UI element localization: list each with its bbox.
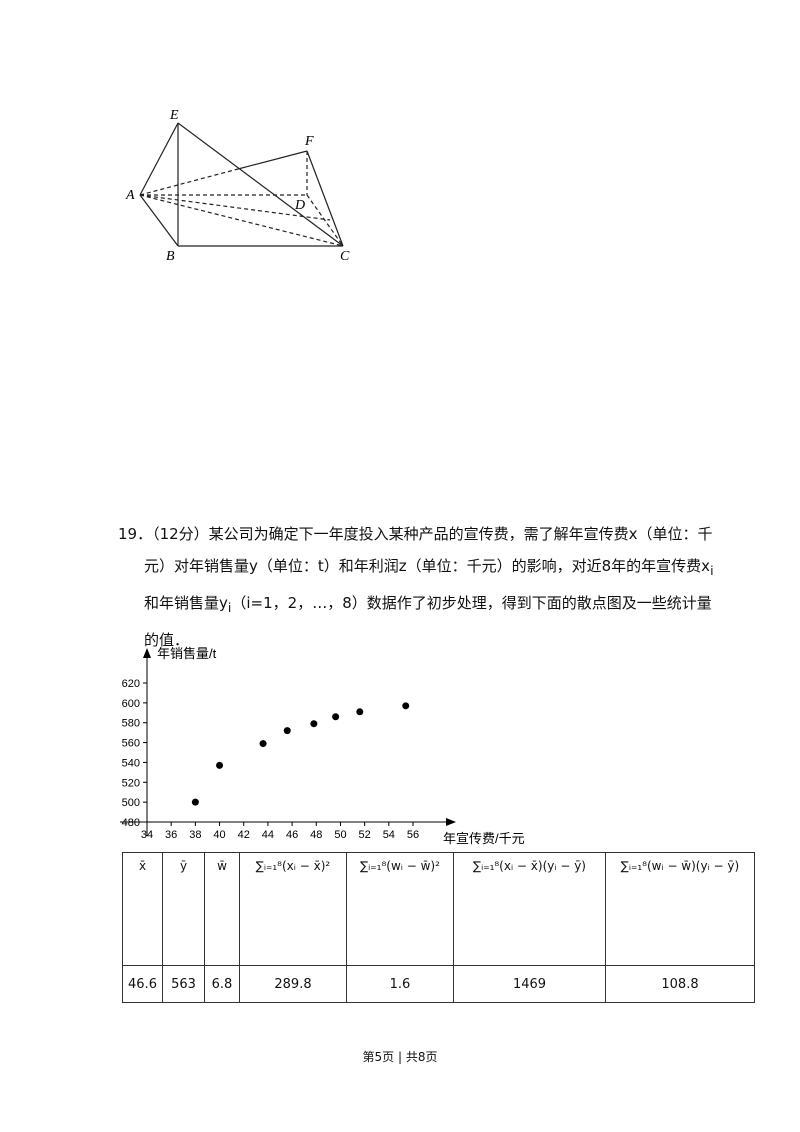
scatter-chart: 年销售量/t 年宣传费/千元 480 500 520 540 560 580 600 620 3… xyxy=(120,646,525,846)
x-tick-label: 40 xyxy=(213,829,225,841)
axis-arrow xyxy=(446,818,456,826)
y-tick-label: 600 xyxy=(122,698,140,710)
header-cell: w̄ xyxy=(204,852,240,966)
data-point xyxy=(356,708,364,716)
x-tick-label: 56 xyxy=(407,829,419,841)
text: （12分）某公司为确定下一年度投入某种产品的宣传费，需了解年宣传费x（单位：千元… xyxy=(144,525,713,575)
footer: 第5页 | 共8页 xyxy=(362,1050,438,1064)
header-cell: ∑ᵢ₌₁⁸(xᵢ − x̄)(yᵢ − ȳ) xyxy=(453,852,606,966)
header-cell: ∑ᵢ₌₁⁸(xᵢ − x̄)² xyxy=(239,852,347,966)
y-tick-label: 520 xyxy=(122,777,140,789)
data-point xyxy=(216,761,224,769)
x-tick-label: 54 xyxy=(383,829,395,841)
x-tick-label: 46 xyxy=(286,829,298,841)
value-cell: 563 xyxy=(162,965,205,1003)
y-tick-label: 480 xyxy=(122,817,140,829)
x-tick-label: 42 xyxy=(238,829,250,841)
point-label: A xyxy=(125,188,135,203)
y-tick-label: 620 xyxy=(122,678,140,690)
axis-arrow xyxy=(143,648,151,658)
value-cell: 46.6 xyxy=(122,965,163,1003)
value-row: 46.6 563 6.8 289.8 1.6 1469 108.8 xyxy=(122,965,755,1003)
point-label: F xyxy=(304,134,314,149)
data-point xyxy=(191,798,199,806)
subscript: i xyxy=(710,563,714,578)
value-cell: 1469 xyxy=(453,965,606,1003)
value-cell: 1.6 xyxy=(346,965,454,1003)
data-point xyxy=(259,740,267,748)
point-label: C xyxy=(340,249,350,264)
problem: 19．（12分）某公司为确定下一年度投入某种产品的宣传费，需了解年宣传费x（单位… xyxy=(118,518,714,656)
point-label: D xyxy=(294,198,305,213)
stats-table: x̄ ȳ w̄ ∑ᵢ₌₁⁸(xᵢ − x̄)² ∑ᵢ₌₁⁸(wᵢ − w̄)² ∑ᵢ₌₁⁸… xyxy=(122,852,755,1003)
x-tick-label: 50 xyxy=(334,829,346,841)
geometry-figure: E F A D B C xyxy=(125,108,350,264)
x-tick-label: 52 xyxy=(359,829,371,841)
problem-number: 19． xyxy=(118,525,153,543)
subscript: i xyxy=(227,600,232,615)
text: 和年销售量y xyxy=(144,594,228,612)
header-cell: ∑ᵢ₌₁⁸(wᵢ − w̄)(yᵢ − ȳ) xyxy=(605,852,755,966)
value-cell: 289.8 xyxy=(239,965,347,1003)
x-tick-label: 34 xyxy=(141,829,153,841)
x-tick-label: 36 xyxy=(165,829,177,841)
data-point xyxy=(402,702,410,710)
data-point xyxy=(310,720,318,728)
header-cell: ∑ᵢ₌₁⁸(wᵢ − w̄)² xyxy=(346,852,454,966)
header-cell: x̄ xyxy=(122,852,163,966)
y-tick-label: 540 xyxy=(122,757,140,769)
y-tick-label: 580 xyxy=(122,718,140,730)
y-axis-label: 年销售量/t xyxy=(157,646,217,661)
data-point xyxy=(283,727,291,735)
point-label: B xyxy=(166,249,175,264)
header-row: x̄ ȳ w̄ ∑ᵢ₌₁⁸(xᵢ − x̄)² ∑ᵢ₌₁⁸(wᵢ − w̄)² ∑ᵢ₌₁⁸… xyxy=(122,852,755,966)
x-tick-label: 38 xyxy=(189,829,201,841)
x-tick-label: 44 xyxy=(262,829,274,841)
text: （i=1，2，…，8）数据作了初步处理，得到下面的散点图及一些统计量的值． xyxy=(144,594,712,649)
value-cell: 6.8 xyxy=(204,965,240,1003)
x-axis-label: 年宣传费/千元 xyxy=(443,831,525,846)
header-cell: ȳ xyxy=(162,852,205,966)
x-tick-label: 48 xyxy=(310,829,322,841)
value-cell: 108.8 xyxy=(605,965,755,1003)
y-tick-label: 560 xyxy=(122,738,140,750)
y-tick-label: 500 xyxy=(122,797,140,809)
point-label: E xyxy=(169,108,179,123)
data-point xyxy=(332,713,340,721)
